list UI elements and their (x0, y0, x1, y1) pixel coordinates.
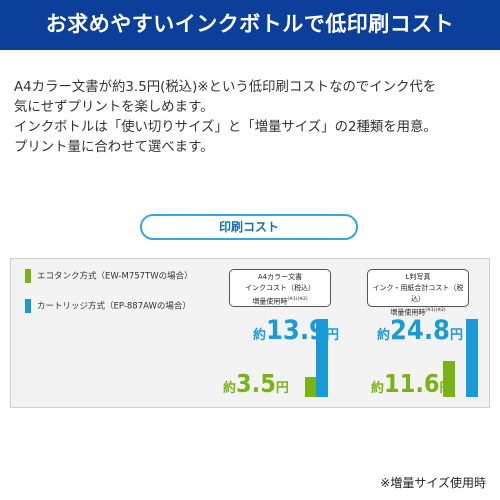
cartridge-cost-photo: 約24.8円 (377, 315, 463, 346)
description: A4カラー文書が約3.5円(税込)※という低印刷コストなのでインク代を 気にせず… (14, 78, 490, 158)
cartridge-bar-a4 (316, 319, 328, 397)
group-header-a4: A4カラー文書 インクコスト（税込） 増量使用時(※1)(※2) (229, 269, 331, 307)
description-line: A4カラー文書が約3.5円(税込)※という低印刷コストなのでインク代を (14, 80, 437, 95)
group-header-title: L判写真 (405, 273, 431, 281)
group-header-note: (※1)(※2) (425, 308, 446, 313)
ecotank-cost-photo: 約11.6円 (371, 369, 453, 398)
description-line: 気にせずプリントを楽しめます。 (14, 100, 214, 115)
ecotank-bar-photo (443, 360, 455, 397)
group-header-title: A4カラー文書 (257, 273, 303, 281)
ecotank-bar-a4 (305, 377, 317, 397)
legend-swatch-green (25, 269, 31, 283)
description-line: インクボトルは「使い切りサイズ」と「増量サイズ」の2種類を用意。 (14, 120, 437, 135)
cartridge-bar-photo (466, 319, 478, 397)
group-header-subtitle: インク・用紙合計コスト（税込） (372, 284, 464, 303)
legend-label: エコタンク方式（EW-M757TWの場合） (37, 271, 193, 282)
cartridge-cost-a4: 約13.9円 (253, 315, 339, 346)
legend-label: カートリッジ方式（EP-887AWの場合） (37, 301, 191, 312)
legend-cartridge: カートリッジ方式（EP-887AWの場合） (25, 299, 191, 313)
page-title: お求めやすいインクボトルで低印刷コスト (45, 12, 455, 36)
legend-ecotank: エコタンク方式（EW-M757TWの場合） (25, 269, 193, 283)
group-header-note: (※1)(※2) (287, 297, 308, 302)
footnote: ※増量サイズ使用時 (380, 476, 486, 490)
print-cost-heading: 印刷コスト (140, 214, 358, 240)
group-header-subtitle: インクコスト（税込） (245, 284, 315, 292)
group-header-condition: 増量使用時(※1)(※2) (252, 297, 308, 306)
group-header-condition: 増量使用時(※1)(※2) (390, 308, 446, 317)
description-line: プリント量に合わせて選べます。 (14, 140, 214, 155)
header-banner: お求めやすいインクボトルで低印刷コスト (0, 0, 500, 50)
legend-swatch-blue (25, 299, 31, 313)
ecotank-cost-a4: 約3.5円 (223, 369, 289, 398)
cost-comparison-panel: エコタンク方式（EW-M757TWの場合） カートリッジ方式（EP-887AWの… (10, 258, 490, 408)
group-header-photo: L判写真 インク・用紙合計コスト（税込） 増量使用時(※1)(※2) (367, 269, 469, 316)
